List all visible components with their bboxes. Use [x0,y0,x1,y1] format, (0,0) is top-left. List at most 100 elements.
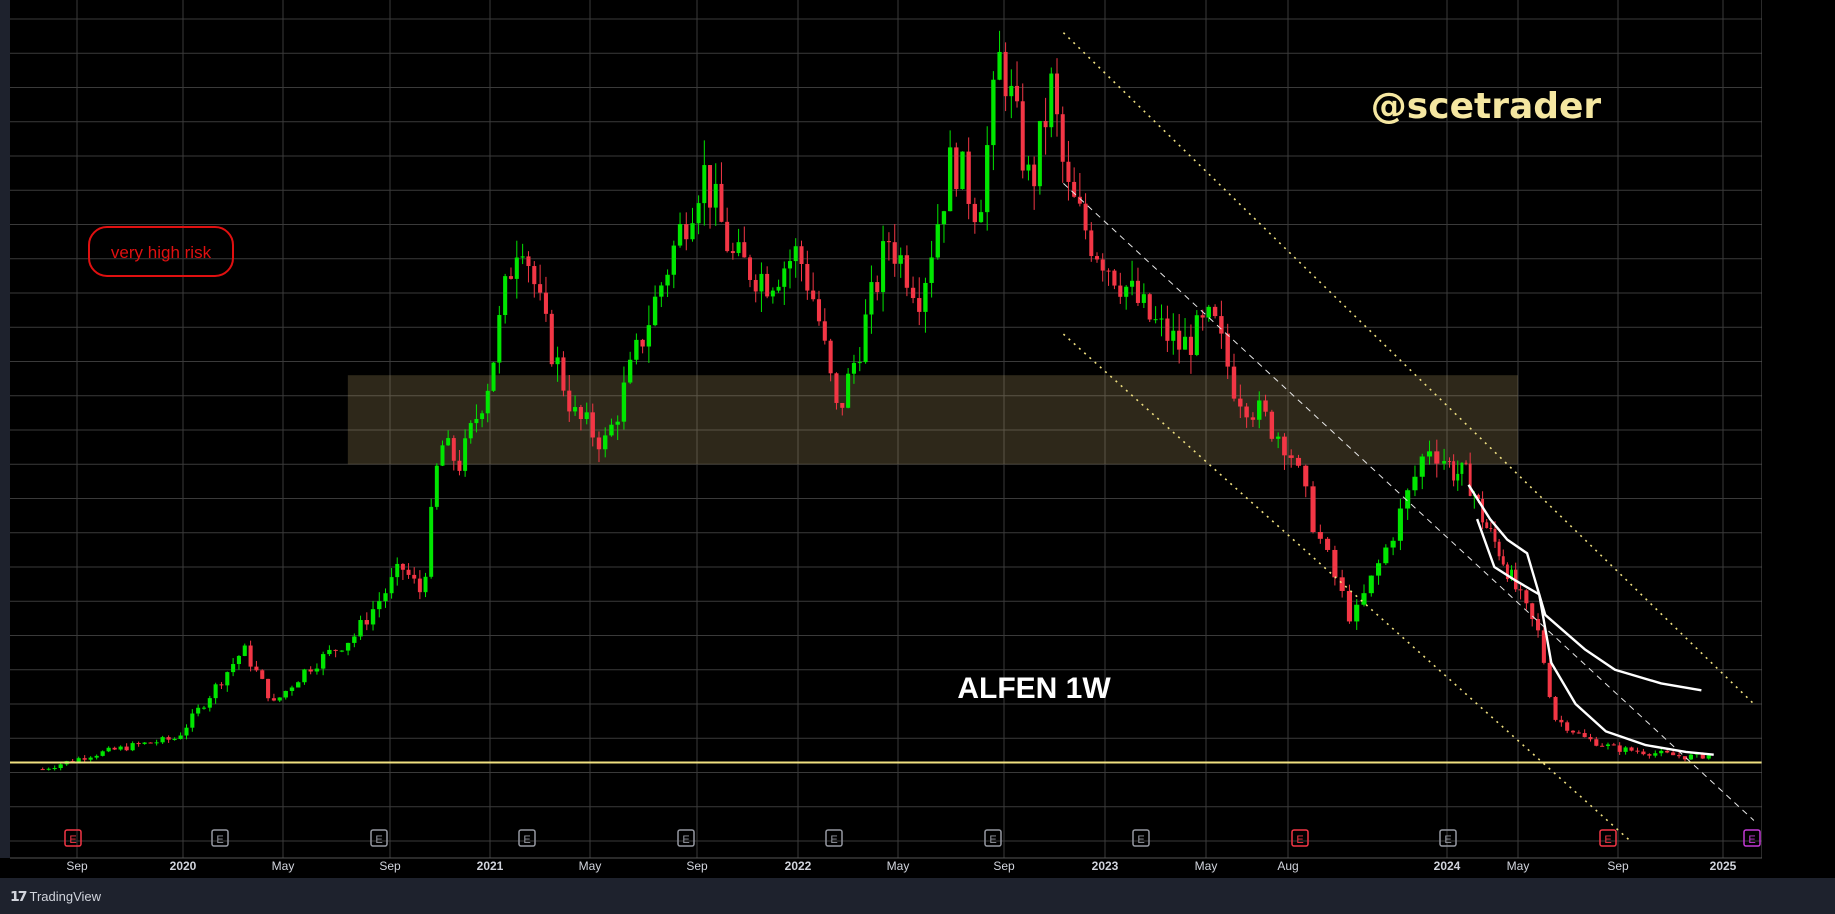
candle-body [339,650,345,652]
watermark-label: @scetrader [1371,86,1602,127]
earnings-marker: E [677,829,695,847]
earnings-marker-box [211,829,229,847]
candle-body [646,325,652,347]
candle-body [603,435,608,450]
candle-body [1238,398,1243,407]
candle-body [985,145,990,213]
candle-body [753,279,758,292]
candle-body [822,321,827,341]
candle-body [1049,73,1054,128]
indicator-curves [1467,484,1714,756]
candle-body [1501,556,1505,565]
time-axis[interactable]: Sep 2020 May Sep 2021 May Sep 2022 May Sep 2023 May… [0,857,1835,878]
candle-body [1219,316,1224,334]
candle-body [923,282,928,312]
candle-body [736,242,741,254]
candle-body [1700,753,1705,759]
candle-body [567,390,572,412]
candle-body [172,739,177,741]
candle-body [834,373,839,403]
tradingview-logo[interactable]: 𝟭𝟳 TradingView [10,888,101,905]
candle-body [1171,330,1176,341]
candle-body [708,165,713,208]
candle-body [1426,451,1433,457]
candle-body [327,649,332,655]
candle-body [1376,563,1382,576]
candle-body [320,654,326,669]
candle-body [578,407,583,420]
candle-body [788,261,793,269]
candle-body [659,285,664,297]
candle-body [1623,747,1628,752]
candle-body [266,678,271,699]
candle-body [178,735,183,740]
candle-body [1476,494,1480,499]
candle-body [201,707,207,709]
candle-body [1153,319,1158,321]
channel-mid-line [1063,183,1755,821]
candle-body [615,421,620,425]
candle-body [76,758,81,762]
upper-band-curve [1467,484,1702,692]
candle-body [1244,406,1249,418]
time-tick-label: Aug [1277,859,1298,873]
candle-body [1332,549,1338,578]
candle-body [1452,461,1456,481]
earnings-marker-box [825,829,843,847]
candle-body [190,713,195,728]
candle-body [1066,161,1071,182]
candle-body [1231,366,1237,399]
earnings-marker-label: E [1296,834,1303,846]
candle-body [978,212,984,223]
earnings-marker: E [211,829,229,847]
earnings-marker-label: E [216,834,223,846]
candle-body [1083,203,1088,231]
candle-body [412,574,417,579]
candle-body [1124,286,1129,297]
channel-lower-line [1062,333,1631,842]
candle-body [1003,51,1008,97]
candle-body [954,147,959,190]
candle-body [1565,722,1570,731]
candle-body [260,670,265,679]
candle-body [947,147,953,212]
candle-body [377,601,382,610]
candle-body [1165,318,1170,341]
earnings-marker-box [1599,829,1617,847]
candle-body [520,256,525,258]
candle-body [742,242,747,258]
candle-body [417,578,422,593]
candle-body [358,620,363,637]
candle-body [765,273,770,297]
candle-body [584,412,589,420]
candle-body [503,276,508,316]
candle-body [1043,120,1048,128]
time-axis-background [0,858,1835,878]
candle-body [828,340,833,374]
candle-body [690,223,695,240]
candle-body [480,413,485,420]
candle-body [1118,285,1123,297]
candle-body [782,268,787,287]
candle-body [935,224,940,258]
candle-body [1706,755,1711,759]
candle-body [1032,164,1037,187]
candle-body [793,246,798,262]
candle-body [1390,540,1396,548]
candle-body [434,465,439,507]
candle-body [308,669,313,672]
candle-body [960,151,965,190]
time-tick-label: May [579,859,602,873]
candle-body [1434,451,1440,464]
candle-body [1055,73,1060,115]
candle-body [1688,754,1694,760]
candle-body [640,339,645,347]
support-zone-rect [347,375,1518,465]
earnings-marker-label: E [1137,834,1144,846]
earnings-marker-label: E [375,834,382,846]
candle-body [776,286,781,291]
candle-body [1112,270,1117,286]
candle-body [1671,752,1676,756]
